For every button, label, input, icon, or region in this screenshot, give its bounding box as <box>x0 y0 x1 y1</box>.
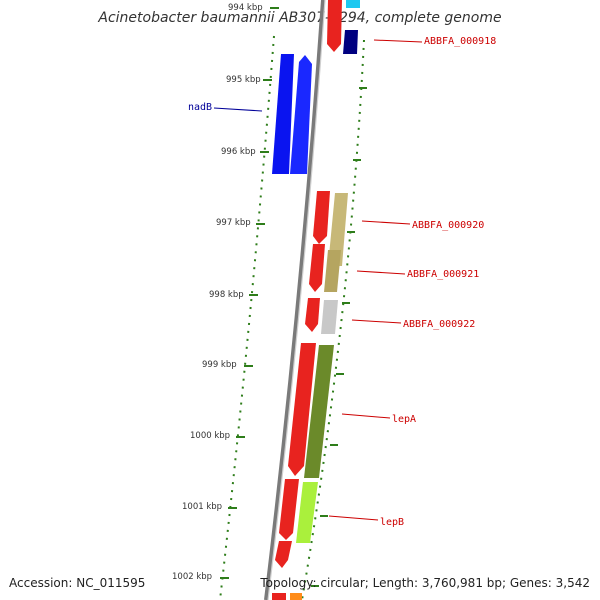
accession-text: Accession: NC_011595 <box>9 576 146 590</box>
leader-line-lepb <box>328 515 379 521</box>
feature-abbfa-000922-gene[interactable] <box>321 300 338 334</box>
map-title: Acinetobacter baumannii AB307-0294, comp… <box>98 10 502 26</box>
feature-abbfa-000921-gene[interactable] <box>324 250 341 292</box>
feature-abbfa-000918-gene[interactable] <box>343 30 358 54</box>
leader-line-abbfa-000922 <box>351 319 402 324</box>
feature-bottom-orange[interactable] <box>290 593 302 600</box>
tick-label-1000: 1000 kbp <box>190 431 230 441</box>
feature-bottom-red[interactable] <box>272 593 286 600</box>
gene-label-abbfa-000921[interactable]: ABBFA_000921 <box>407 269 479 280</box>
gene-label-abbfa-000920[interactable]: ABBFA_000920 <box>412 220 484 231</box>
topology-text: Topology: circular; Length: 3,760,981 bp… <box>260 576 590 590</box>
genome-backbone-highlight <box>267 0 326 600</box>
feature-abbfa-000920-cds[interactable] <box>313 191 330 244</box>
tick-label-998: 998 kbp <box>209 290 244 300</box>
feature-lepb-cds[interactable] <box>279 479 299 540</box>
feature-abbfa-000922-cds[interactable] <box>305 298 320 332</box>
tick-label-1001: 1001 kbp <box>182 502 222 512</box>
tick-label-1002: 1002 kbp <box>172 572 212 582</box>
leader-line-abbfa-000918 <box>373 39 423 43</box>
feature-top-cyan[interactable] <box>346 0 360 8</box>
gene-label-lepa[interactable]: lepA <box>392 414 416 425</box>
leader-line-nadb <box>213 107 263 112</box>
gene-label-lepb[interactable]: lepB <box>380 517 404 528</box>
tick-label-997: 997 kbp <box>216 218 251 228</box>
feature-lepb-gene[interactable] <box>296 482 318 543</box>
tick-label-994: 994 kbp <box>228 3 263 13</box>
feature-abbfa-000921-cds[interactable] <box>309 244 325 292</box>
gene-label-abbfa-000918[interactable]: ABBFA_000918 <box>424 36 496 47</box>
genome-backbone <box>264 0 325 600</box>
feature-lepa-gene[interactable] <box>304 345 334 478</box>
tick-label-995: 995 kbp <box>226 75 261 85</box>
feature-nadb-gene[interactable] <box>272 54 294 174</box>
leader-line-lepa <box>341 413 391 419</box>
tick-label-996: 996 kbp <box>221 147 256 157</box>
gene-label-nadb[interactable]: nadB <box>188 102 212 113</box>
inner-dotted-ring <box>219 35 275 600</box>
outer-dotted-ring <box>301 39 365 600</box>
feature-bottom-cds[interactable] <box>275 541 292 568</box>
gene-label-abbfa-000922[interactable]: ABBFA_000922 <box>403 319 475 330</box>
feature-nadb-cds[interactable] <box>290 55 312 174</box>
leader-line-abbfa-000920 <box>361 220 411 225</box>
feature-abbfa-000918-cds[interactable] <box>327 0 342 52</box>
leader-line-abbfa-000921 <box>356 270 406 275</box>
outer-ring-dashes <box>311 87 367 587</box>
feature-abbfa-000920-gene[interactable] <box>328 193 348 266</box>
tick-label-999: 999 kbp <box>202 360 237 370</box>
feature-lepa-cds[interactable] <box>288 343 316 476</box>
